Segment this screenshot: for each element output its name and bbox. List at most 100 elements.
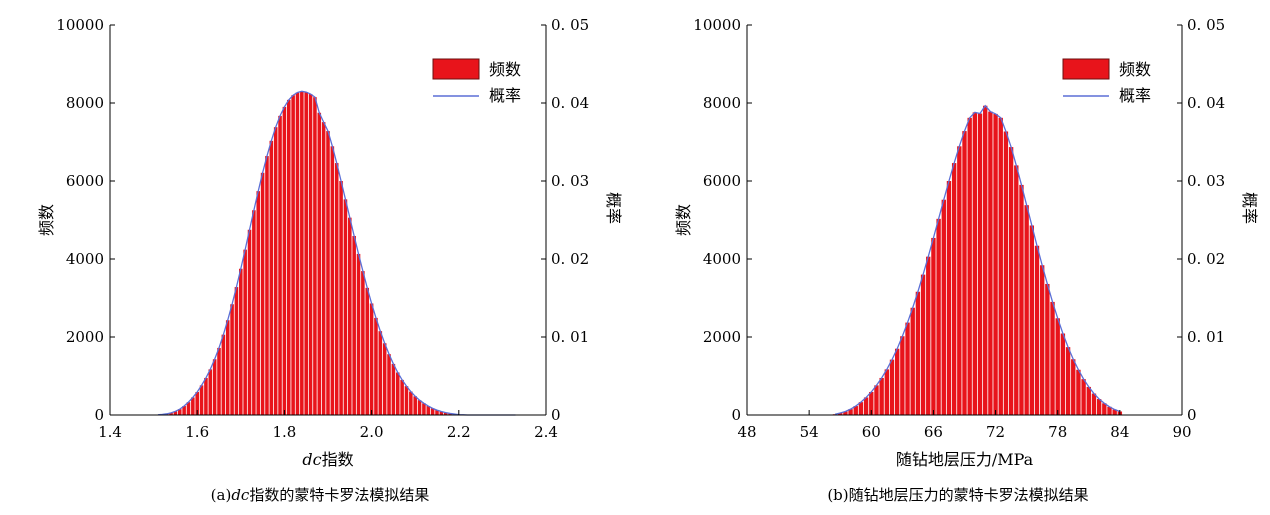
histogram-bar — [199, 385, 204, 415]
y2-tick-label: 0. 05 — [1187, 16, 1225, 34]
histogram-bar — [417, 400, 422, 415]
histogram-bar — [300, 91, 304, 416]
histogram-bar — [941, 199, 946, 415]
histogram-bars — [832, 105, 1123, 416]
histogram-bar — [369, 303, 374, 415]
histogram-bar — [317, 112, 322, 415]
y2-tick-label: 0. 01 — [551, 328, 589, 346]
y-tick-label: 2000 — [703, 328, 741, 346]
histogram-bar — [1055, 318, 1060, 415]
histogram-bar — [191, 397, 195, 415]
histogram-bar — [361, 271, 365, 415]
histogram-bar — [435, 410, 439, 415]
x-axis-label: 随钻地层压力/MPa — [896, 450, 1034, 469]
x-tick-label: 1.8 — [272, 423, 296, 441]
x-tick-label: 2.0 — [360, 423, 384, 441]
histogram-bar — [260, 172, 265, 415]
y-tick-label: 4000 — [66, 250, 104, 268]
histogram-bars — [156, 91, 465, 416]
panel-caption: (b)随钻地层压力的蒙特卡罗法模拟结果 — [827, 486, 1088, 504]
histogram-bar — [957, 146, 962, 416]
panel-b: 48 54 60 66 72 78 84 90020004000600080001000000… — [674, 16, 1259, 504]
histogram-bar — [962, 131, 967, 415]
probability-line — [157, 90, 516, 416]
histogram-bar — [195, 391, 199, 415]
x-tick-label: 78 — [1048, 423, 1067, 441]
y-tick-label: 0 — [94, 406, 104, 424]
x-tick-label: 60 — [862, 423, 881, 441]
histogram-bar — [204, 377, 208, 415]
histogram-bar — [1060, 333, 1066, 415]
histogram-bar — [884, 369, 890, 415]
y-tick-label: 6000 — [703, 172, 741, 190]
histogram-bar — [295, 92, 300, 415]
histogram-bar — [977, 113, 983, 415]
histogram-bar — [983, 105, 988, 415]
panel-caption: (a)dc指数的蒙特卡罗法模拟结果 — [211, 486, 430, 504]
x-tick-label: 54 — [800, 423, 819, 441]
y-axis-label: 频数 — [37, 204, 56, 236]
x-tick-label: 66 — [924, 423, 943, 441]
y-tick-label: 8000 — [703, 94, 741, 112]
histogram-bar — [321, 122, 326, 416]
histogram-bar — [409, 391, 413, 415]
histogram-bar — [208, 369, 213, 415]
histogram-bar — [1065, 347, 1071, 415]
histogram-bar — [225, 320, 230, 415]
histogram-bar — [186, 402, 191, 415]
histogram-bar — [334, 163, 339, 415]
histogram-bar — [1008, 147, 1014, 415]
histogram-bar — [1014, 165, 1019, 415]
histogram-bar — [177, 409, 182, 415]
histogram-bar — [998, 117, 1003, 415]
histogram-bar — [910, 307, 915, 415]
histogram-bar — [843, 411, 848, 415]
histogram-bar — [1086, 386, 1091, 415]
histogram-bar — [951, 163, 957, 415]
y2-tick-label: 0. 02 — [551, 250, 589, 268]
histogram-bar — [169, 412, 173, 415]
histogram-bar — [879, 377, 884, 415]
y2-axis-label: 概率 — [604, 192, 623, 224]
histogram-bar — [365, 287, 370, 415]
histogram-bar — [400, 379, 404, 415]
histogram-bar — [936, 218, 941, 415]
histogram-bar — [848, 409, 853, 415]
x-tick-label: 1.4 — [98, 423, 122, 441]
y2-axis-label: 概率 — [1240, 192, 1259, 224]
histogram-bar — [1003, 131, 1009, 415]
histogram-bar — [239, 268, 243, 415]
histogram-bar — [212, 359, 217, 415]
histogram-bar — [326, 131, 330, 415]
legend-bar-swatch — [432, 58, 480, 80]
histogram-bar — [988, 111, 993, 415]
histogram-bar — [900, 336, 905, 415]
histogram-bar — [430, 408, 435, 415]
x-tick-label: 48 — [737, 423, 756, 441]
histogram-bar — [256, 191, 261, 415]
histogram-bar — [1019, 184, 1024, 415]
histogram-bar — [967, 117, 972, 415]
histogram-bar — [1112, 409, 1117, 415]
histogram-bar — [443, 412, 448, 415]
histogram-bar — [243, 249, 247, 415]
histogram-bar — [304, 92, 308, 415]
histogram-bar — [905, 322, 910, 415]
histogram-bar — [413, 396, 417, 415]
histogram-bar — [291, 95, 295, 415]
y2-tick-label: 0. 05 — [551, 16, 589, 34]
y-tick-label: 2000 — [66, 328, 104, 346]
histogram-bar — [273, 127, 278, 416]
histogram-bar — [1050, 301, 1055, 415]
histogram-bar — [993, 113, 998, 416]
histogram-bar — [1081, 379, 1086, 415]
histogram-bar — [252, 210, 256, 415]
histogram-bar — [230, 304, 234, 415]
histogram-bar — [217, 347, 221, 415]
histogram-bar — [426, 406, 431, 415]
histogram-bar — [894, 348, 900, 415]
y-tick-label: 10000 — [56, 16, 104, 34]
histogram-bar — [391, 363, 396, 415]
histogram-bar — [1045, 283, 1050, 415]
